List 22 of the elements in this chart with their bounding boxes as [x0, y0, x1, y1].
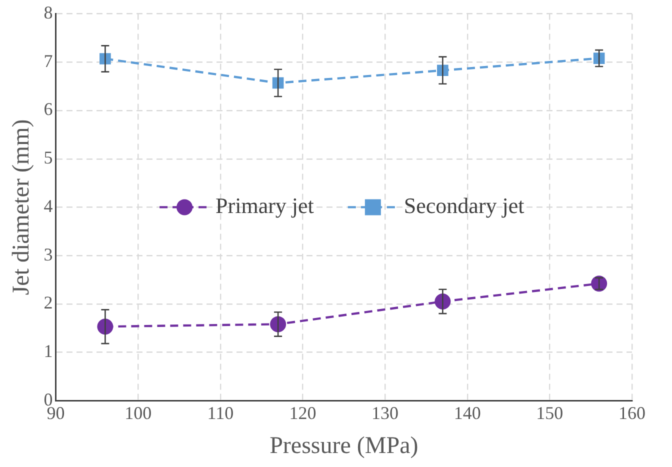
y-tick-label: 4	[44, 196, 53, 216]
x-tick-label: 130	[372, 403, 399, 424]
point	[270, 316, 286, 332]
x-tick-label: 160	[618, 403, 646, 424]
y-tick-label: 1	[44, 340, 53, 361]
y-tick-label: 2	[44, 292, 53, 313]
y-tick-label: 3	[44, 244, 53, 264]
x-tick-label: 150	[536, 403, 564, 424]
y-tick-label: 7	[44, 50, 53, 71]
legend-label: Primary jet	[216, 192, 314, 218]
x-tick-label: 140	[454, 403, 481, 424]
y-tick-label: 8	[44, 2, 53, 23]
point	[591, 276, 608, 292]
x-tick-label: 110	[207, 403, 234, 424]
x-axis-title: Pressure (MPa)	[270, 432, 418, 459]
legend-label: Secondary jet	[404, 192, 524, 218]
y-tick-label: 5	[44, 148, 53, 168]
point	[593, 52, 605, 64]
x-tick-label: 100	[124, 403, 152, 424]
x-tick-label: 120	[289, 403, 316, 424]
y-tick-label: 6	[44, 99, 53, 120]
y-axis-title: Jet diameter (mm)	[8, 119, 35, 296]
